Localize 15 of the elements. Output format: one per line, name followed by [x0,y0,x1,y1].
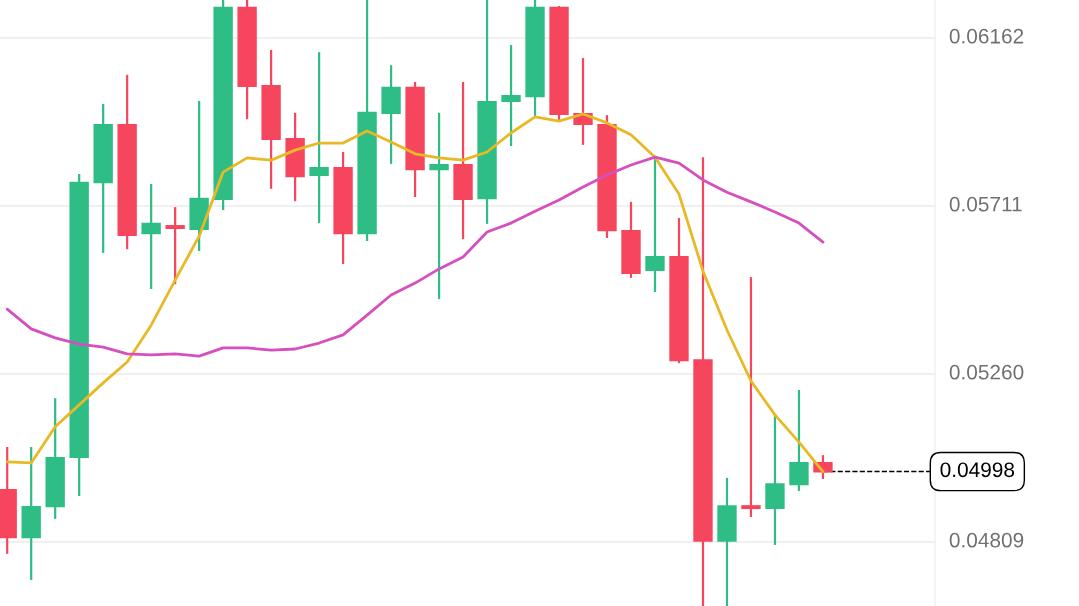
candlestick [741,276,761,519]
y-tick-label: 0.05260 [949,364,1024,380]
y-tick-label: 0.06162 [949,28,1024,44]
candlestick [141,182,161,291]
candlestick [165,205,185,286]
candlestick [501,43,521,148]
line-series [5,155,825,358]
candlestick [789,388,809,493]
y-tick-label: 0.04809 [949,532,1024,548]
candlestick [429,111,449,301]
candlestick [645,156,665,294]
ref-line-label: 0.04998 [940,462,1015,478]
candlestick [309,51,329,225]
y-tick-label: 0.05711 [949,196,1022,212]
candlestick [765,413,785,547]
